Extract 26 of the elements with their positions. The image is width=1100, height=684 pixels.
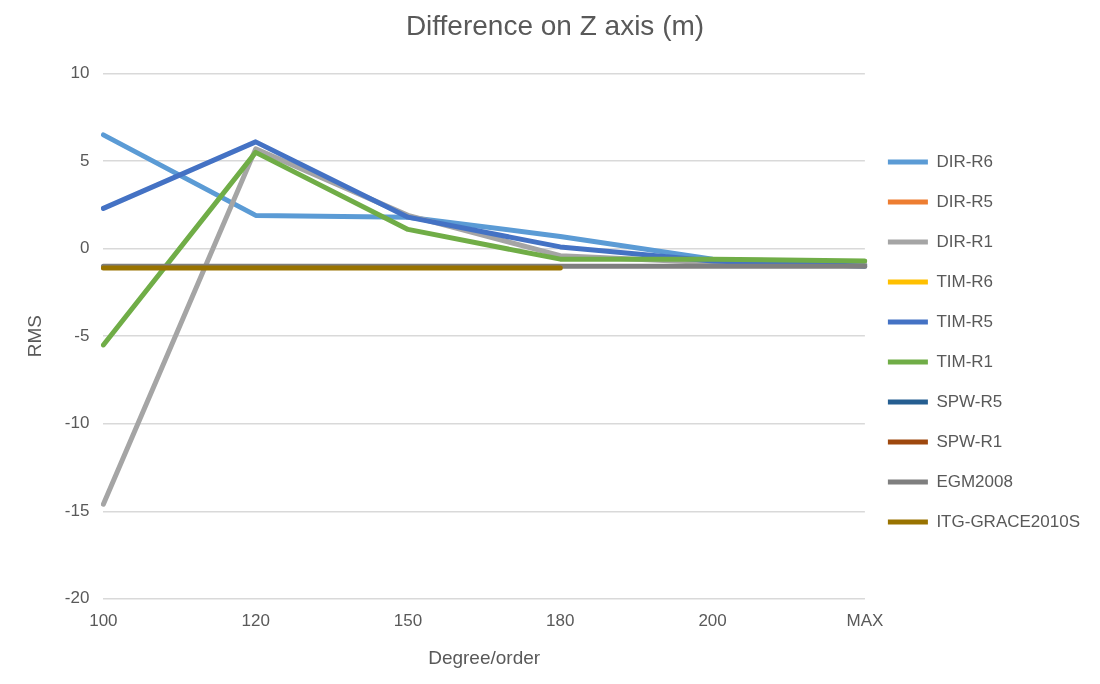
legend-label: DIR-R1 [936, 231, 994, 251]
y-tick-label: 5 [79, 150, 90, 170]
legend-label: SPW-R1 [936, 431, 1003, 451]
legend-label: DIR-R5 [936, 191, 994, 211]
chart-title: Difference on Z axis (m) [405, 9, 705, 41]
legend-label: TIM-R1 [936, 351, 994, 371]
legend-label: TIM-R5 [936, 311, 994, 331]
legend-label: EGM2008 [936, 471, 1013, 491]
x-tick-label: 120 [241, 610, 270, 630]
y-tick-label: -20 [64, 588, 90, 608]
y-tick-label: -10 [64, 413, 90, 433]
y-tick-label: -5 [74, 325, 90, 345]
x-axis-title: Degree/order [428, 646, 541, 668]
y-tick-label: 0 [79, 238, 90, 258]
x-tick-label: 180 [546, 610, 575, 630]
legend-label: DIR-R6 [936, 151, 994, 171]
y-tick-label: 10 [70, 63, 90, 83]
x-tick-label: 150 [393, 610, 423, 630]
y-tick-label: -15 [64, 500, 90, 520]
x-tick-label: 100 [89, 610, 118, 630]
legend-label: TIM-R6 [936, 271, 994, 291]
legend-label: ITG-GRACE2010S [936, 511, 1081, 531]
x-tick-label: MAX [846, 610, 884, 630]
y-axis-title: RMS [23, 315, 45, 358]
legend-label: SPW-R5 [936, 391, 1003, 411]
x-tick-label: 200 [698, 610, 727, 630]
